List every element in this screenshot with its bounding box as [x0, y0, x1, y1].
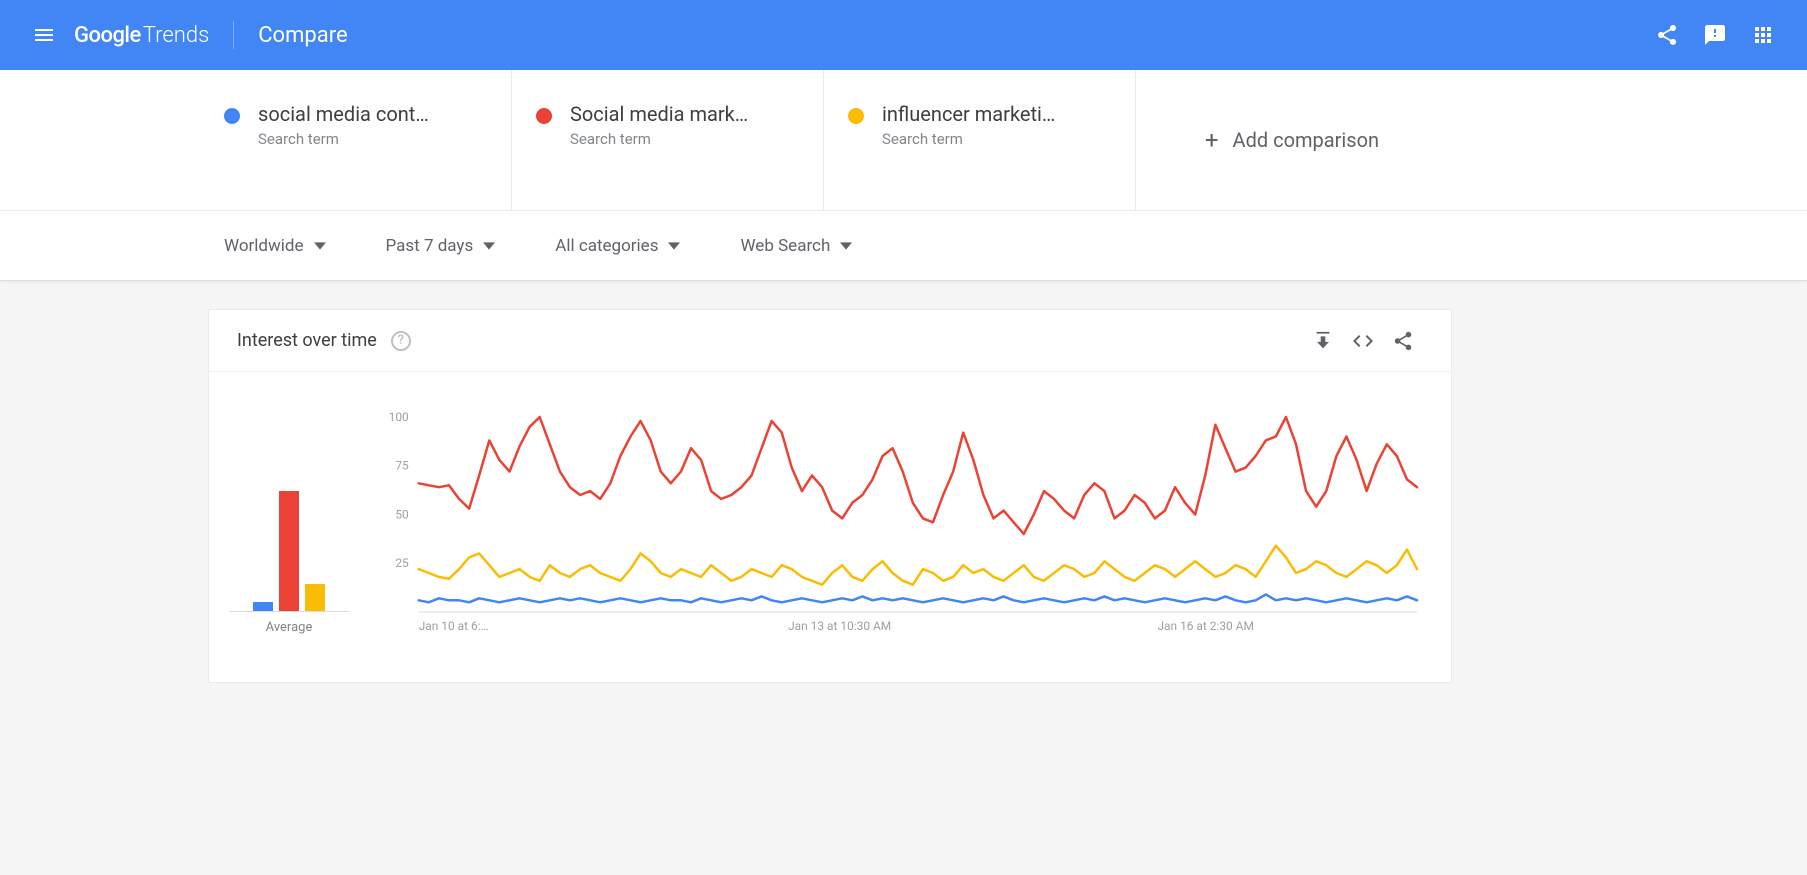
average-bar [305, 584, 325, 611]
average-bar [279, 491, 299, 611]
term-color-dot [536, 108, 552, 124]
apps-grid-icon [1751, 23, 1775, 47]
help-icon[interactable]: ? [391, 331, 411, 351]
filter-category-label: All categories [555, 236, 658, 256]
logo-google: Google [74, 23, 141, 48]
header-divider [233, 21, 234, 49]
line-chart-svg: 25 50 75 100 Jan 10 at 6:… Jan 13 at 10:30 AM… [369, 412, 1423, 642]
compare-terms-row: social media cont…Search termSocial medi… [0, 70, 1807, 211]
average-bar [253, 602, 273, 612]
term-label: social media cont… [258, 102, 429, 126]
term-sublabel: Search term [258, 130, 429, 148]
download-icon [1312, 330, 1334, 352]
chart-title: Interest over time [237, 330, 377, 351]
svg-text:Jan 13 at 10:30 AM: Jan 13 at 10:30 AM [788, 619, 891, 633]
term-color-dot [224, 108, 240, 124]
svg-text:Jan 16 at 2:30 AM: Jan 16 at 2:30 AM [1157, 619, 1253, 633]
term-label: influencer marketi… [882, 102, 1055, 126]
chevron-down-icon [668, 240, 680, 252]
filter-timeframe[interactable]: Past 7 days [386, 236, 496, 256]
svg-text:100: 100 [389, 412, 409, 424]
embed-button[interactable] [1343, 321, 1383, 361]
add-comparison-button[interactable]: + Add comparison [1136, 70, 1448, 210]
average-bars-block: Average [229, 412, 349, 642]
interest-over-time-card: Interest over time ? Average 25 50 75 100 Ja… [208, 309, 1452, 683]
hamburger-icon [32, 23, 56, 47]
filter-region[interactable]: Worldwide [224, 236, 326, 256]
series-line [419, 417, 1417, 534]
share-icon [1655, 23, 1679, 47]
average-label: Average [229, 620, 349, 635]
average-bars [229, 412, 349, 612]
share-chart-button[interactable] [1383, 321, 1423, 361]
svg-text:25: 25 [395, 556, 409, 570]
term-sublabel: Search term [882, 130, 1055, 148]
logo-trends: Trends [143, 23, 209, 48]
filter-timeframe-label: Past 7 days [386, 236, 474, 256]
share-icon [1392, 330, 1414, 352]
term-card[interactable]: Social media mark… Search term [512, 70, 824, 210]
series-line [419, 594, 1417, 602]
filter-search-type-label: Web Search [740, 236, 830, 256]
term-label: Social media mark… [570, 102, 748, 126]
term-card[interactable]: influencer marketi… Search term [824, 70, 1136, 210]
filter-category[interactable]: All categories [555, 236, 680, 256]
hamburger-menu-button[interactable] [20, 11, 68, 59]
feedback-icon [1703, 23, 1727, 47]
chart-body: Average 25 50 75 100 Jan 10 at 6:… Jan 13 at … [209, 372, 1451, 682]
filters-row: Worldwide Past 7 days All categories Web… [0, 211, 1807, 281]
svg-text:75: 75 [395, 459, 409, 473]
chevron-down-icon [483, 240, 495, 252]
filter-search-type[interactable]: Web Search [740, 236, 852, 256]
apps-button[interactable] [1739, 11, 1787, 59]
app-header: Google Trends Compare [0, 0, 1807, 70]
chart-header: Interest over time ? [209, 310, 1451, 372]
svg-text:Jan 10 at 6:…: Jan 10 at 6:… [419, 619, 489, 633]
term-card[interactable]: social media cont… Search term [200, 70, 512, 210]
svg-text:50: 50 [395, 507, 409, 521]
embed-icon [1351, 329, 1375, 353]
feedback-button[interactable] [1691, 11, 1739, 59]
filter-region-label: Worldwide [224, 236, 304, 256]
chevron-down-icon [840, 240, 852, 252]
share-button[interactable] [1643, 11, 1691, 59]
line-chart: 25 50 75 100 Jan 10 at 6:… Jan 13 at 10:30 AM… [369, 412, 1423, 642]
download-button[interactable] [1303, 321, 1343, 361]
chevron-down-icon [314, 240, 326, 252]
logo[interactable]: Google Trends [74, 23, 209, 48]
add-comparison-label: Add comparison [1233, 128, 1380, 152]
term-sublabel: Search term [570, 130, 748, 148]
page-title: Compare [258, 23, 347, 48]
term-color-dot [848, 108, 864, 124]
series-line [419, 546, 1417, 585]
plus-icon: + [1205, 128, 1219, 152]
